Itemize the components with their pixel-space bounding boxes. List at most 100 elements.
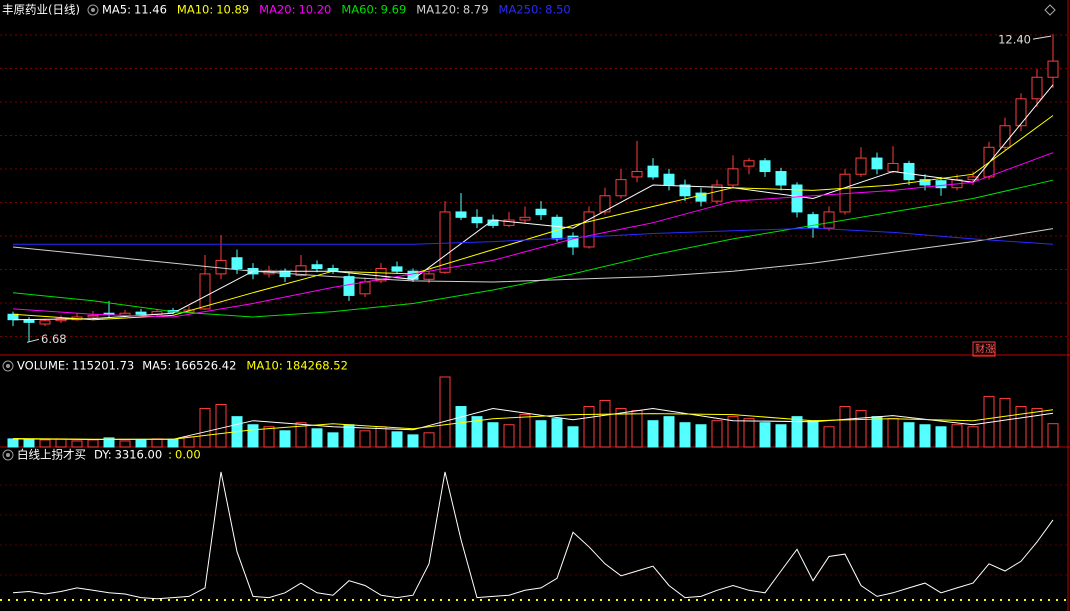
volume-value: 115201.73	[72, 359, 134, 373]
volume-ma-line	[12, 409, 1054, 440]
candle-body	[231, 257, 243, 269]
volume-bar	[103, 437, 115, 448]
volume-bar	[1047, 423, 1059, 448]
candle-body	[567, 235, 579, 248]
ma-line	[12, 84, 1054, 321]
volume-bar	[663, 416, 675, 448]
header-icon-dot	[90, 8, 95, 12]
volume-bar	[791, 416, 803, 448]
volume-bar	[215, 404, 227, 448]
volume-bar	[295, 422, 307, 448]
volume-bar	[679, 422, 691, 448]
legend-name: MA250:	[499, 3, 543, 17]
volume-bar	[711, 420, 723, 448]
candle-body	[599, 195, 611, 213]
badge-box	[972, 341, 996, 357]
volume-bar	[503, 424, 515, 448]
ma-line	[12, 228, 1054, 283]
volume-bar	[71, 440, 83, 448]
volume-bar	[151, 438, 163, 448]
candle-body	[439, 211, 451, 273]
candle-body	[551, 216, 563, 240]
low-label: 6.68	[41, 332, 67, 346]
candle-body	[7, 313, 19, 321]
volume-bar	[87, 439, 99, 448]
volume-bar	[935, 426, 947, 448]
candle-body	[503, 219, 515, 226]
candle-body	[647, 165, 659, 178]
ma-line	[12, 152, 1054, 318]
candle-body	[887, 162, 899, 173]
volume-bar	[279, 430, 291, 448]
candle-body	[375, 268, 387, 282]
candle-body	[199, 273, 211, 310]
legend-name: MA20:	[259, 3, 295, 17]
candle-body	[583, 211, 595, 248]
volume-bar	[359, 430, 371, 448]
volume-bar	[967, 426, 979, 448]
candle-body	[759, 160, 771, 173]
volume-bar	[199, 408, 211, 448]
candle-body	[743, 160, 755, 167]
corner-icon	[1044, 4, 1056, 16]
volume-bar	[23, 438, 35, 448]
volume-bar	[919, 424, 931, 448]
volume-bar	[1015, 406, 1027, 448]
legend-name: MA60:	[341, 3, 377, 17]
legend-value: 184268.52	[286, 359, 348, 373]
candle-body	[919, 179, 931, 186]
candle-body	[855, 157, 867, 175]
legend-value: 11.46	[134, 3, 167, 17]
candle-body	[903, 162, 915, 181]
legend-value: 166526.42	[174, 359, 236, 373]
legend-name: MA5:	[102, 3, 131, 17]
volume-bar	[407, 434, 419, 448]
legend-name: DY:	[94, 448, 112, 462]
volume-bar	[807, 420, 819, 448]
candle-body	[471, 216, 483, 224]
volume-bar	[631, 410, 643, 448]
header-icon	[87, 4, 99, 16]
candle-body	[295, 265, 307, 277]
header-icon	[2, 449, 14, 461]
candle-body	[615, 179, 627, 197]
volume-bar	[887, 418, 899, 448]
volume-bar	[823, 426, 835, 448]
volume-bar	[535, 420, 547, 448]
legend-value: 8.79	[463, 3, 489, 17]
candle-body	[1047, 60, 1059, 78]
candle-body	[23, 319, 35, 323]
candle-body	[967, 176, 979, 181]
candle-body	[423, 273, 435, 280]
candle-body	[695, 192, 707, 202]
indicator-title: 白线上拐才买	[17, 448, 86, 462]
volume-bar	[423, 432, 435, 448]
volume-bar	[327, 432, 339, 448]
candle-body	[935, 180, 947, 189]
volume-bar	[375, 426, 387, 448]
volume-bar	[471, 416, 483, 448]
volume-bar	[759, 422, 771, 448]
legend-value: 10.20	[298, 3, 331, 17]
header-icon	[2, 360, 14, 372]
volume-bar	[855, 410, 867, 448]
legend-name: MA10:	[177, 3, 213, 17]
volume-bar	[839, 406, 851, 448]
candle-body	[455, 211, 467, 218]
volume-bar	[951, 424, 963, 448]
volume-bar	[183, 436, 195, 448]
volume-bar	[871, 416, 883, 448]
volume-bar	[599, 399, 611, 448]
volume-bar	[903, 422, 915, 448]
legend-name: MA5:	[142, 359, 171, 373]
candle-body	[631, 171, 643, 178]
volume-bar	[695, 424, 707, 448]
volume-bar	[439, 376, 451, 448]
volume-bar	[615, 408, 627, 448]
volume-bar	[487, 422, 499, 448]
volume-bar	[583, 406, 595, 448]
volume-bar	[775, 424, 787, 448]
